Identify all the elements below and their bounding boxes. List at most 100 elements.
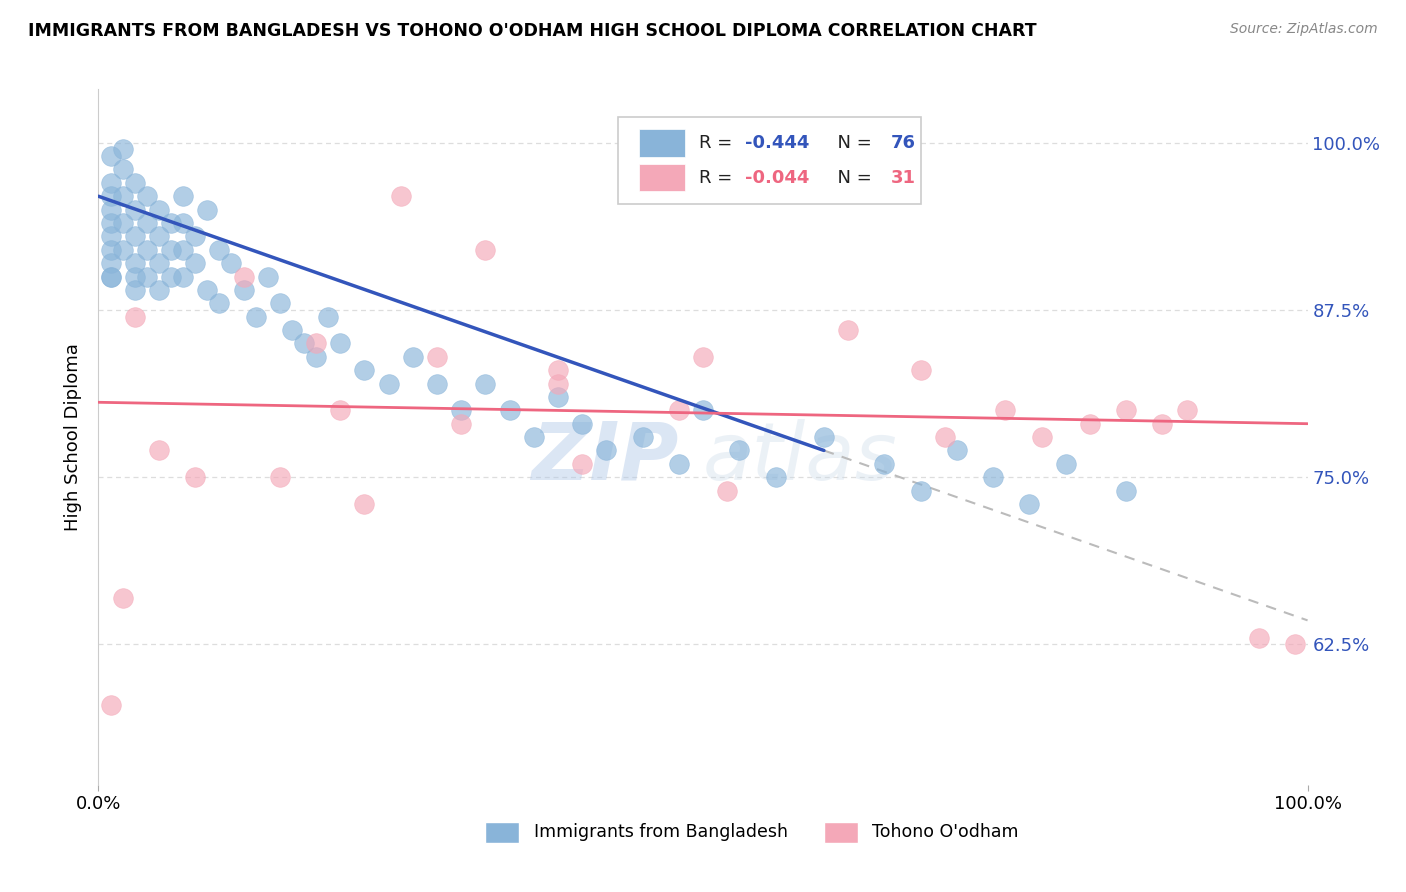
Point xyxy=(269,296,291,310)
Point xyxy=(716,483,738,498)
Text: Source: ZipAtlas.com: Source: ZipAtlas.com xyxy=(1230,22,1378,37)
Point xyxy=(148,256,170,270)
Text: atlas: atlas xyxy=(703,419,898,497)
Point xyxy=(124,310,146,324)
Point xyxy=(172,216,194,230)
Point xyxy=(547,363,569,377)
Point xyxy=(873,457,896,471)
Point xyxy=(1115,483,1137,498)
Point xyxy=(232,269,254,284)
Text: R =: R = xyxy=(699,134,738,152)
Text: Immigrants from Bangladesh: Immigrants from Bangladesh xyxy=(534,822,787,840)
Text: 76: 76 xyxy=(890,134,915,152)
Point xyxy=(1284,638,1306,652)
Point xyxy=(100,243,122,257)
Point xyxy=(523,430,546,444)
Point xyxy=(571,457,593,471)
Point xyxy=(402,350,425,364)
Point xyxy=(172,189,194,203)
Point xyxy=(111,591,134,605)
Point xyxy=(389,189,412,203)
Point xyxy=(426,376,449,391)
Point xyxy=(353,363,375,377)
Point xyxy=(195,283,218,297)
Point xyxy=(100,216,122,230)
Point xyxy=(124,256,146,270)
Text: Tohono O'odham: Tohono O'odham xyxy=(872,822,1019,840)
Point xyxy=(172,269,194,284)
Point xyxy=(232,283,254,297)
Point xyxy=(305,336,328,351)
Point xyxy=(595,443,617,458)
Point xyxy=(474,243,496,257)
Point xyxy=(148,229,170,244)
Point xyxy=(305,350,328,364)
Point xyxy=(934,430,956,444)
Point xyxy=(1031,430,1053,444)
Point xyxy=(1152,417,1174,431)
Point xyxy=(135,189,157,203)
Point xyxy=(111,243,134,257)
Text: N =: N = xyxy=(827,134,877,152)
Point xyxy=(245,310,267,324)
Point xyxy=(269,470,291,484)
Point xyxy=(111,216,134,230)
Point xyxy=(160,269,183,284)
Point xyxy=(111,143,134,157)
Point xyxy=(910,363,932,377)
Point xyxy=(946,443,969,458)
Point xyxy=(450,403,472,417)
Text: R =: R = xyxy=(699,169,738,186)
Text: -0.444: -0.444 xyxy=(745,134,810,152)
Point xyxy=(329,336,352,351)
Text: IMMIGRANTS FROM BANGLADESH VS TOHONO O'ODHAM HIGH SCHOOL DIPLOMA CORRELATION CHA: IMMIGRANTS FROM BANGLADESH VS TOHONO O'O… xyxy=(28,22,1036,40)
Point xyxy=(100,149,122,163)
Point xyxy=(316,310,339,324)
Point xyxy=(571,417,593,431)
Point xyxy=(124,283,146,297)
Point xyxy=(547,376,569,391)
Point xyxy=(728,443,751,458)
Point xyxy=(474,376,496,391)
Point xyxy=(111,162,134,177)
Point xyxy=(184,470,207,484)
Point xyxy=(765,470,787,484)
Point xyxy=(292,336,315,351)
Point xyxy=(135,216,157,230)
Point xyxy=(981,470,1004,484)
Point xyxy=(100,189,122,203)
Point xyxy=(184,229,207,244)
Point xyxy=(195,202,218,217)
Bar xyxy=(824,822,858,843)
Point xyxy=(1078,417,1101,431)
Point xyxy=(148,443,170,458)
Point xyxy=(353,497,375,511)
Point xyxy=(994,403,1017,417)
Point xyxy=(100,256,122,270)
Point xyxy=(160,243,183,257)
Point xyxy=(547,390,569,404)
Point xyxy=(256,269,278,284)
Point xyxy=(100,698,122,712)
FancyBboxPatch shape xyxy=(619,117,921,204)
Point xyxy=(692,403,714,417)
Point xyxy=(124,269,146,284)
Point xyxy=(837,323,859,337)
Point xyxy=(1018,497,1040,511)
Point xyxy=(377,376,399,391)
Text: N =: N = xyxy=(827,169,877,186)
Bar xyxy=(638,163,685,192)
Point xyxy=(100,229,122,244)
Text: 31: 31 xyxy=(890,169,915,186)
Point xyxy=(124,176,146,190)
Point xyxy=(111,189,134,203)
Point xyxy=(100,202,122,217)
Bar xyxy=(638,128,685,157)
Point xyxy=(124,202,146,217)
Point xyxy=(498,403,520,417)
Point xyxy=(668,403,690,417)
Y-axis label: High School Diploma: High School Diploma xyxy=(65,343,83,531)
Point xyxy=(148,283,170,297)
Text: ZIP: ZIP xyxy=(531,419,679,497)
Point xyxy=(208,296,231,310)
